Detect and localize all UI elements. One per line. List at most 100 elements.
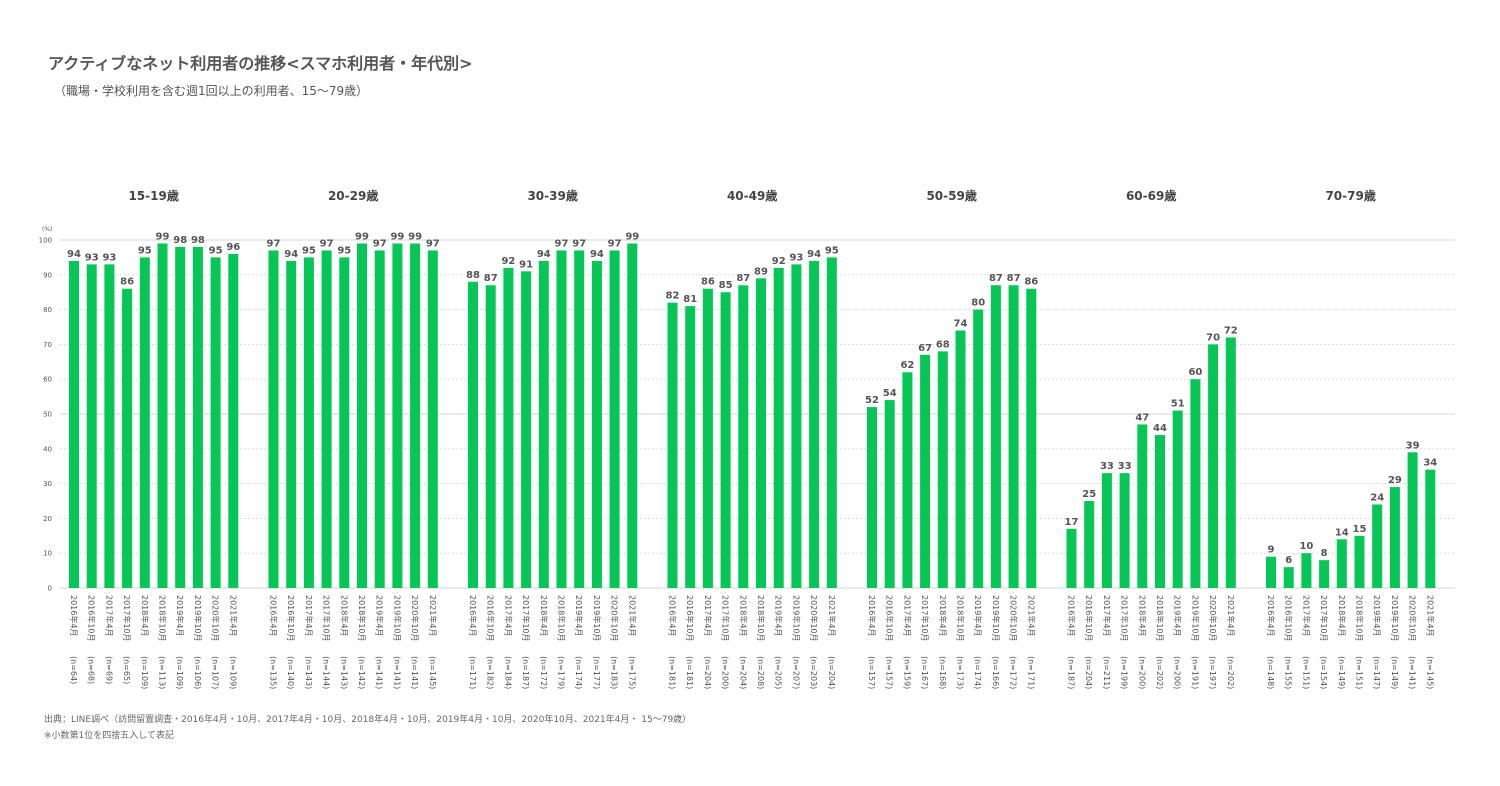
- sample-size-label: (n=174): [973, 656, 982, 689]
- bar: [1319, 560, 1330, 588]
- data-label: 97: [608, 238, 622, 249]
- data-label: 87: [1007, 273, 1021, 284]
- data-label: 8: [1321, 548, 1328, 559]
- sample-size-label: (n=202): [1226, 656, 1235, 689]
- y-tick-label: 80: [43, 306, 52, 314]
- x-tick-label: 2019年4月: [774, 595, 784, 636]
- y-tick-label: 30: [43, 480, 52, 488]
- data-label: 92: [501, 256, 515, 267]
- x-tick-label: 2019年10月: [991, 595, 1001, 642]
- sample-size-label: (n=168): [938, 656, 947, 689]
- sample-size-label: (n=177): [592, 656, 601, 689]
- bar: [357, 243, 367, 589]
- sample-size-label: (n=109): [228, 656, 237, 689]
- data-label: 82: [666, 291, 680, 302]
- bar: [809, 260, 820, 588]
- bar: [1283, 567, 1294, 588]
- data-label: 92: [772, 256, 786, 267]
- bar: [1137, 424, 1148, 588]
- bar: [339, 257, 350, 588]
- bar: [591, 260, 602, 588]
- x-tick-label: 2020年10月: [1408, 595, 1418, 642]
- bar: [1425, 469, 1436, 588]
- sample-size-label: (n=68): [87, 656, 96, 684]
- x-tick-label: 2017年10月: [521, 595, 531, 642]
- x-tick-label: 2016年4月: [269, 595, 279, 636]
- data-label: 94: [590, 249, 604, 260]
- sample-size-label: (n=211): [1102, 656, 1111, 689]
- bar: [268, 250, 279, 588]
- x-tick-label: 2016年4月: [1266, 595, 1276, 636]
- data-label: 33: [1100, 461, 1114, 472]
- bar: [392, 243, 403, 589]
- x-tick-label: 2016年10月: [486, 595, 496, 642]
- bar: [627, 243, 638, 589]
- sample-size-label: (n=191): [1190, 656, 1199, 689]
- bar: [1354, 535, 1365, 588]
- bar: [1225, 337, 1236, 588]
- x-tick-label: 2017年10月: [1319, 595, 1329, 642]
- sample-size-label: (n=204): [1084, 656, 1093, 689]
- bar: [920, 354, 931, 588]
- bar: [867, 407, 877, 588]
- sample-size-label: (n=172): [539, 656, 548, 689]
- sample-size-label: (n=203): [809, 656, 818, 689]
- data-label: 88: [466, 270, 480, 281]
- y-tick-label: 10: [43, 550, 52, 558]
- group-title: 20-29歳: [328, 188, 378, 203]
- bar: [990, 285, 1001, 588]
- bar: [1336, 539, 1347, 588]
- sample-size-label: (n=197): [1208, 656, 1217, 689]
- data-label: 97: [320, 238, 334, 249]
- data-label: 95: [337, 245, 351, 256]
- x-tick-label: 2021年4月: [1026, 595, 1036, 636]
- data-label: 94: [284, 249, 298, 260]
- x-tick-label: 2018年10月: [956, 595, 966, 642]
- x-tick-label: 2017年10月: [122, 595, 132, 642]
- data-label: 87: [989, 273, 1003, 284]
- data-label: 52: [865, 395, 879, 406]
- data-label: 85: [719, 280, 733, 291]
- bar: [1266, 556, 1276, 588]
- x-tick-label: 2018年10月: [1355, 595, 1365, 642]
- data-label: 70: [1206, 332, 1220, 343]
- data-label: 29: [1388, 475, 1402, 486]
- bar: [685, 306, 696, 588]
- x-tick-label: 2019年10月: [791, 595, 801, 642]
- x-tick-label: 2016年10月: [1284, 595, 1294, 642]
- bar: [720, 292, 731, 588]
- data-label: 86: [1024, 277, 1038, 288]
- bar: [69, 260, 79, 588]
- x-tick-label: 2018年4月: [738, 595, 748, 636]
- data-label: 99: [355, 231, 369, 242]
- x-tick-label: 2016年4月: [867, 595, 877, 636]
- data-label: 81: [683, 294, 697, 305]
- data-label: 6: [1285, 555, 1292, 566]
- bar: [1389, 487, 1400, 588]
- sample-size-label: (n=199): [1120, 656, 1129, 689]
- sample-size-label: (n=141): [1408, 656, 1417, 689]
- sample-size-label: (n=106): [193, 656, 202, 689]
- x-tick-label: 2018年10月: [756, 595, 766, 642]
- data-label: 99: [625, 231, 639, 242]
- data-label: 99: [390, 231, 404, 242]
- bar: [884, 400, 895, 588]
- bar: [1172, 410, 1183, 588]
- x-tick-label: 2019年10月: [592, 595, 602, 642]
- sample-size-label: (n=148): [1266, 656, 1275, 689]
- x-tick-label: 2019年4月: [1173, 595, 1183, 636]
- bar: [321, 250, 332, 588]
- bar: [667, 302, 678, 588]
- bar: [228, 253, 239, 589]
- bar: [503, 267, 514, 588]
- bar: [1084, 501, 1095, 588]
- bar: [374, 250, 385, 588]
- bar: [427, 250, 438, 588]
- sample-size-label: (n=149): [1337, 656, 1346, 689]
- data-label: 47: [1135, 412, 1149, 423]
- x-tick-label: 2016年4月: [69, 595, 79, 636]
- data-label: 95: [138, 245, 152, 256]
- group-title: 50-59歳: [926, 188, 976, 203]
- group-title: 60-69歳: [1126, 188, 1176, 203]
